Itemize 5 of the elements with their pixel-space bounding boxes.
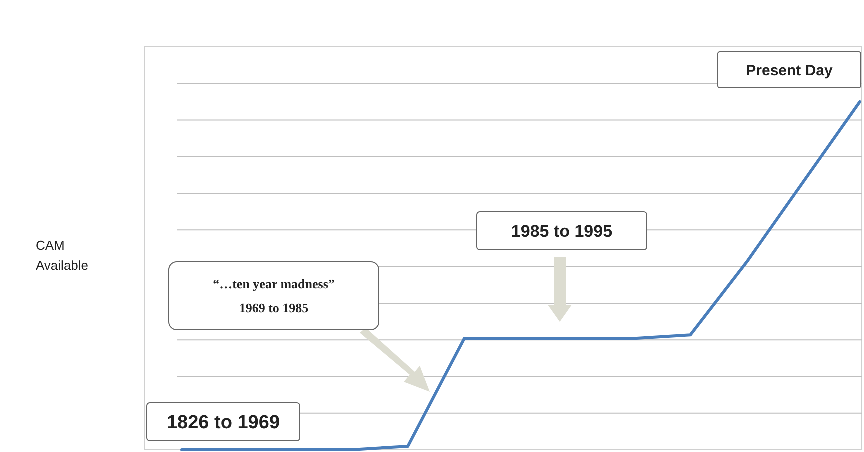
text: Present Day: [746, 62, 834, 80]
annotation: 1985 to 1995: [511, 222, 613, 241]
annotation: 1826 to 1969: [166, 412, 280, 434]
annotation: “…ten year madness” 1969 to 1985: [213, 276, 335, 316]
text: CAM Available: [36, 238, 89, 273]
